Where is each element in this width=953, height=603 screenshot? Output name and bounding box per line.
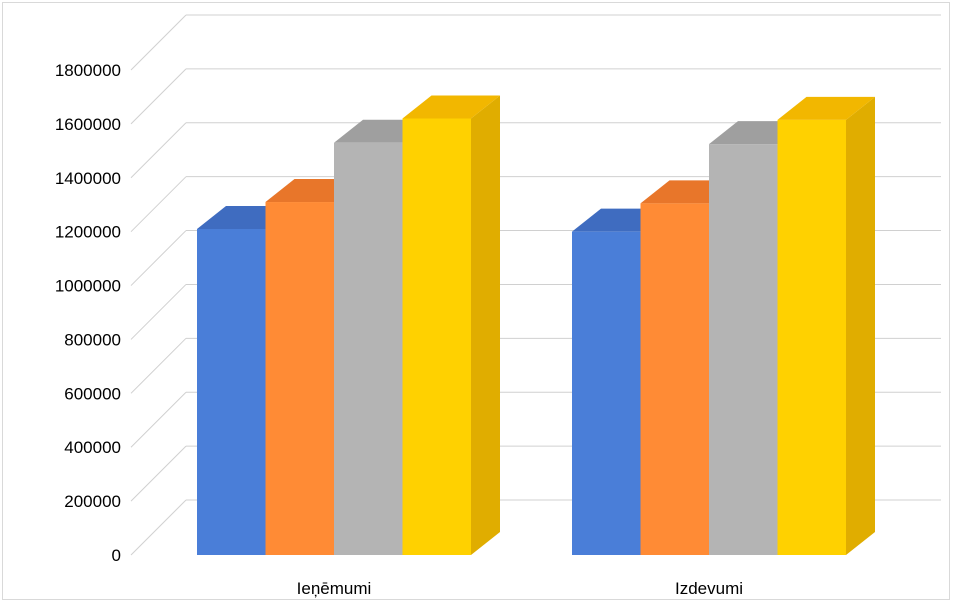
bar-front (572, 231, 641, 555)
bar (777, 96, 875, 555)
bar-front (197, 228, 266, 555)
x-axis-categories: Ieņēmumi Izdevumi (297, 579, 743, 598)
bar-chart: 0 200000 400000 600000 800000 1000000 1200000 1… (55, 14, 941, 598)
y-tick-label: 1400000 (55, 169, 121, 188)
y-tick-label: 1600000 (55, 115, 121, 134)
bar-front (640, 203, 709, 555)
y-tick-label: 600000 (64, 384, 121, 403)
y-tick-label: 0 (112, 546, 121, 565)
y-tick-label: 1000000 (55, 277, 121, 296)
x-category-label: Ieņēmumi (297, 579, 372, 598)
y-tick-label: 200000 (64, 492, 121, 511)
y-tick-label: 1800000 (55, 61, 121, 80)
bar-side (471, 95, 500, 555)
bars (197, 95, 875, 555)
y-tick-label: 800000 (64, 330, 121, 349)
gridline (130, 14, 941, 71)
y-tick-label: 400000 (64, 438, 121, 457)
bar-front (265, 202, 334, 555)
y-axis-ticks: 0 200000 400000 600000 800000 1000000 1200000 1… (55, 61, 121, 565)
bar-front (334, 142, 403, 555)
bar-top (777, 96, 875, 120)
bar-front (402, 118, 471, 555)
bar-side (846, 96, 875, 555)
bar-top (402, 95, 500, 119)
bar-front (709, 144, 778, 555)
gridline (130, 68, 941, 125)
x-category-label: Izdevumi (675, 579, 743, 598)
bar-front (777, 119, 846, 555)
bar (402, 95, 500, 555)
y-tick-label: 1200000 (55, 223, 121, 242)
